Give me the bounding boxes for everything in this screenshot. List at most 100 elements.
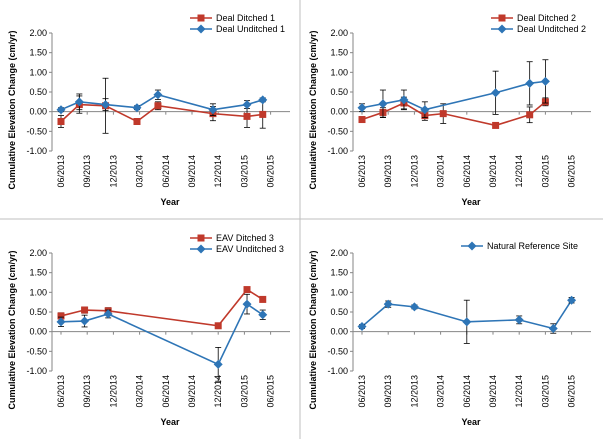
- data-point-square: [243, 112, 251, 120]
- chart-panel-1: 2.00 1.50 1.00 0.50 0.00 -0.50 -1.00 06/2013 09/…: [7, 13, 290, 207]
- x-tick-label: 06/2013: [357, 375, 367, 408]
- x-tick-label: 09/2013: [383, 155, 393, 188]
- y-tick-label: 1.50: [29, 268, 47, 278]
- series-line: [60, 103, 263, 123]
- y-axis-title: Cumulative Elevation Change (cm/yr): [308, 250, 318, 409]
- legend-marker: [498, 14, 506, 22]
- legend-marker: [197, 234, 205, 242]
- x-tick-label: 09/2013: [82, 155, 92, 188]
- x-tick-label: 09/2014: [187, 155, 197, 188]
- x-tick-label: 12/2013: [108, 375, 118, 408]
- x-tick-label: 12/2014: [514, 155, 524, 188]
- x-tick-label: 12/2014: [213, 375, 223, 408]
- x-tick-label: 12/2013: [409, 155, 419, 188]
- data-point-diamond: [242, 299, 252, 309]
- y-tick-label: 0.50: [29, 87, 47, 97]
- x-tick-label: 03/2015: [239, 155, 249, 188]
- data-point-diamond: [491, 88, 501, 98]
- x-tick-label: 06/2013: [357, 155, 367, 188]
- x-tick-label: 06/2013: [56, 375, 66, 408]
- data-point-diamond: [80, 316, 90, 326]
- data-point-square: [259, 295, 267, 303]
- y-tick-label: 1.00: [330, 67, 348, 77]
- legend-label: Deal Unditched 2: [517, 24, 586, 34]
- x-tick-label: 12/2014: [213, 155, 223, 188]
- data-point-diamond: [208, 105, 218, 115]
- legend-marker: [196, 244, 206, 254]
- data-point-square: [57, 312, 65, 320]
- y-tick-label: 1.00: [330, 287, 348, 297]
- x-tick-label: 09/2013: [82, 375, 92, 408]
- x-tick-label: 12/2013: [108, 155, 118, 188]
- y-tick-label: 1.00: [29, 287, 47, 297]
- y-tick-label: 0.00: [29, 107, 47, 117]
- y-tick-label: -0.50: [327, 126, 348, 136]
- x-tick-label: 12/2014: [514, 375, 524, 408]
- y-tick-label: 0.50: [330, 307, 348, 317]
- y-tick-label: 0.50: [29, 307, 47, 317]
- y-tick-label: -1.00: [26, 366, 47, 376]
- x-tick-label: 06/2015: [567, 375, 577, 408]
- data-point-square: [154, 102, 162, 110]
- legend-marker: [196, 24, 206, 34]
- x-tick-label: 06/2014: [462, 155, 472, 188]
- x-tick-label: 03/2015: [540, 155, 550, 188]
- data-point-diamond: [153, 90, 163, 100]
- x-tick-label: 03/2014: [135, 375, 145, 408]
- y-tick-label: 2.00: [29, 28, 47, 38]
- y-tick-label: -1.00: [327, 146, 348, 156]
- y-tick-label: 1.50: [330, 268, 348, 278]
- legend-label: Deal Ditched 2: [517, 13, 576, 23]
- data-point-diamond: [567, 295, 577, 305]
- y-tick-label: -0.50: [26, 346, 47, 356]
- x-axis-title: Year: [160, 417, 180, 427]
- data-point-diamond: [56, 317, 66, 327]
- chart-panel-4: 2.00 1.50 1.00 0.50 0.00 -0.50 -1.00 06/2013 09/…: [308, 241, 591, 427]
- legend-marker: [467, 241, 477, 251]
- y-axis-title: Cumulative Elevation Change (cm/yr): [7, 30, 17, 189]
- y-tick-label: 2.00: [330, 28, 348, 38]
- data-point-square: [526, 111, 534, 119]
- y-tick-label: -0.50: [327, 346, 348, 356]
- x-axis-title: Year: [461, 417, 481, 427]
- chart-panel-3: 2.00 1.50 1.00 0.50 0.00 -0.50 -1.00 06/2013 09/…: [7, 233, 290, 427]
- chart-panel-2: 2.00 1.50 1.00 0.50 0.00 -0.50 -1.00 06/2013 09/…: [308, 13, 591, 207]
- data-point-diamond: [462, 317, 472, 327]
- data-point-diamond: [56, 105, 66, 115]
- data-point-diamond: [383, 299, 393, 309]
- data-point-diamond: [258, 310, 268, 320]
- data-point-diamond: [103, 309, 113, 319]
- y-tick-label: -0.50: [26, 126, 47, 136]
- x-tick-label: 03/2015: [540, 375, 550, 408]
- data-point-square: [81, 306, 89, 314]
- y-tick-label: 2.00: [330, 248, 348, 258]
- data-point-square: [439, 110, 447, 118]
- data-point-diamond: [74, 97, 84, 107]
- series-line: [60, 93, 263, 111]
- data-point-diamond: [357, 103, 367, 113]
- x-axis-title: Year: [461, 197, 481, 207]
- data-point-square: [492, 121, 500, 129]
- legend-label: Natural Reference Site: [487, 241, 578, 251]
- data-point-square: [214, 322, 222, 330]
- x-tick-label: 03/2015: [239, 375, 249, 408]
- data-point-diamond: [409, 302, 419, 312]
- legend-label: Deal Ditched 1: [216, 13, 275, 23]
- data-point-diamond: [525, 78, 535, 88]
- data-point-diamond: [378, 99, 388, 109]
- x-tick-label: 09/2013: [383, 375, 393, 408]
- data-point-square: [358, 116, 366, 124]
- y-tick-label: 0.00: [330, 107, 348, 117]
- x-tick-label: 09/2014: [187, 375, 197, 408]
- data-point-square: [57, 118, 65, 125]
- x-tick-label: 06/2015: [266, 155, 276, 188]
- x-tick-label: 03/2014: [436, 155, 446, 188]
- data-point-diamond: [213, 359, 223, 369]
- y-axis-title: Cumulative Elevation Change (cm/yr): [308, 30, 318, 189]
- y-tick-label: 0.00: [330, 327, 348, 337]
- data-point-diamond: [514, 315, 524, 325]
- data-point-diamond: [540, 76, 550, 86]
- data-point-square: [259, 110, 267, 118]
- data-point-diamond: [420, 105, 430, 115]
- legend-label: Deal Unditched 1: [216, 24, 285, 34]
